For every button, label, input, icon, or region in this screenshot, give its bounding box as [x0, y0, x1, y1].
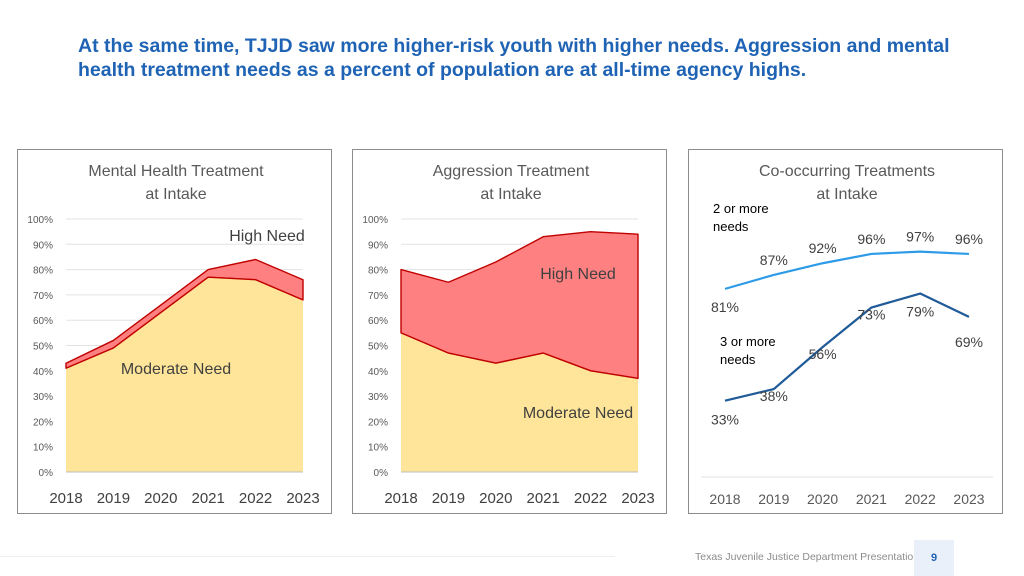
series-name-three-or-more: needs: [720, 352, 756, 367]
y-tick-label: 80%: [368, 266, 388, 277]
y-tick-label: 10%: [33, 443, 53, 454]
chart-title-line: at Intake: [480, 186, 541, 203]
y-tick-label: 20%: [368, 417, 388, 428]
y-tick-label: 30%: [33, 392, 53, 403]
moderate-need-label: Moderate Need: [121, 361, 231, 378]
chart-title-line: Aggression Treatment: [433, 163, 590, 180]
aggression-chart-panel: Aggression Treatment at Intake 0% 10% 20% 30%…: [352, 149, 667, 514]
series-name-two-or-more: 2 or more: [713, 201, 769, 216]
data-label: 33%: [711, 412, 739, 428]
x-tick-label: 2019: [97, 490, 130, 507]
co-occurring-chart-panel: Co-occurring Treatments at Intake 2018 2019…: [688, 149, 1003, 514]
data-label: 56%: [809, 346, 837, 362]
x-tick-label: 2021: [192, 490, 225, 507]
series-name-three-or-more: 3 or more: [720, 334, 776, 349]
y-tick-label: 100%: [362, 215, 388, 226]
footer-text: Texas Juvenile Justice Department Presen…: [695, 551, 920, 563]
data-label: 92%: [809, 240, 837, 256]
data-label: 96%: [857, 231, 885, 247]
y-tick-label: 40%: [33, 367, 53, 378]
x-tick-label: 2018: [384, 490, 417, 507]
x-tick-label: 2023: [953, 491, 984, 507]
x-tick-label: 2018: [49, 490, 82, 507]
moderate-need-area: [66, 277, 303, 472]
y-tick-label: 60%: [368, 316, 388, 327]
x-tick-label: 2020: [144, 490, 177, 507]
y-tick-label: 70%: [33, 291, 53, 302]
footer-divider: [0, 556, 615, 557]
y-tick-label: 70%: [368, 291, 388, 302]
data-label: 96%: [955, 231, 983, 247]
y-tick-label: 90%: [368, 240, 388, 251]
moderate-need-label: Moderate Need: [523, 405, 633, 422]
x-tick-label: 2022: [905, 491, 936, 507]
page-number-box: 9: [914, 540, 954, 576]
x-tick-label: 2023: [621, 490, 654, 507]
x-tick-label: 2018: [709, 491, 740, 507]
data-label: 79%: [906, 304, 934, 320]
chart-title-line: Mental Health Treatment: [88, 163, 264, 180]
moderate-need-boundary: [400, 332, 639, 380]
y-tick-label: 80%: [33, 266, 53, 277]
x-tick-label: 2020: [807, 491, 838, 507]
mental-health-chart: Mental Health Treatment at Intake 0% 10% 20%…: [27, 163, 319, 507]
data-label: 38%: [760, 388, 788, 404]
data-label: 97%: [906, 229, 934, 245]
y-tick-label: 20%: [33, 417, 53, 428]
high-need-label: High Need: [229, 228, 305, 245]
data-label: 73%: [857, 307, 885, 323]
series-line-two-or-more: [724, 250, 970, 290]
moderate-need-boundary: [65, 276, 304, 369]
co-occurring-chart: Co-occurring Treatments at Intake 2018 2019…: [701, 163, 993, 507]
moderate-need-area: [401, 332, 638, 472]
y-tick-label: 50%: [33, 342, 53, 353]
x-tick-label: 2022: [239, 490, 272, 507]
y-tick-label: 10%: [368, 443, 388, 454]
x-tick-label: 2021: [856, 491, 887, 507]
x-tick-label: 2022: [574, 490, 607, 507]
y-tick-label: 30%: [368, 392, 388, 403]
data-label: 81%: [711, 299, 739, 315]
y-tick-label: 50%: [368, 342, 388, 353]
data-label: 87%: [760, 252, 788, 268]
page-number: 9: [930, 552, 938, 564]
y-tick-label: 0%: [39, 468, 54, 479]
series-name-two-or-more: needs: [713, 219, 749, 234]
chart-title-line: at Intake: [816, 186, 877, 203]
aggression-chart: Aggression Treatment at Intake 0% 10% 20% 30%…: [362, 163, 654, 507]
data-label: 69%: [955, 334, 983, 350]
slide-title: At the same time, TJJD saw more higher-r…: [78, 35, 950, 81]
chart-title-line: at Intake: [145, 186, 206, 203]
x-tick-label: 2019: [758, 491, 789, 507]
y-tick-label: 90%: [33, 240, 53, 251]
x-tick-label: 2021: [527, 490, 560, 507]
high-need-label: High Need: [540, 266, 616, 283]
series-line-three-or-more: [724, 292, 970, 402]
mental-health-chart-panel: Mental Health Treatment at Intake 0% 10% 20%…: [17, 149, 332, 514]
y-tick-label: 100%: [27, 215, 53, 226]
x-tick-label: 2020: [479, 490, 512, 507]
y-tick-label: 0%: [374, 468, 389, 479]
x-tick-label: 2019: [432, 490, 465, 507]
y-tick-label: 60%: [33, 316, 53, 327]
y-tick-label: 40%: [368, 367, 388, 378]
chart-title-line: Co-occurring Treatments: [759, 163, 935, 180]
x-tick-label: 2023: [286, 490, 319, 507]
